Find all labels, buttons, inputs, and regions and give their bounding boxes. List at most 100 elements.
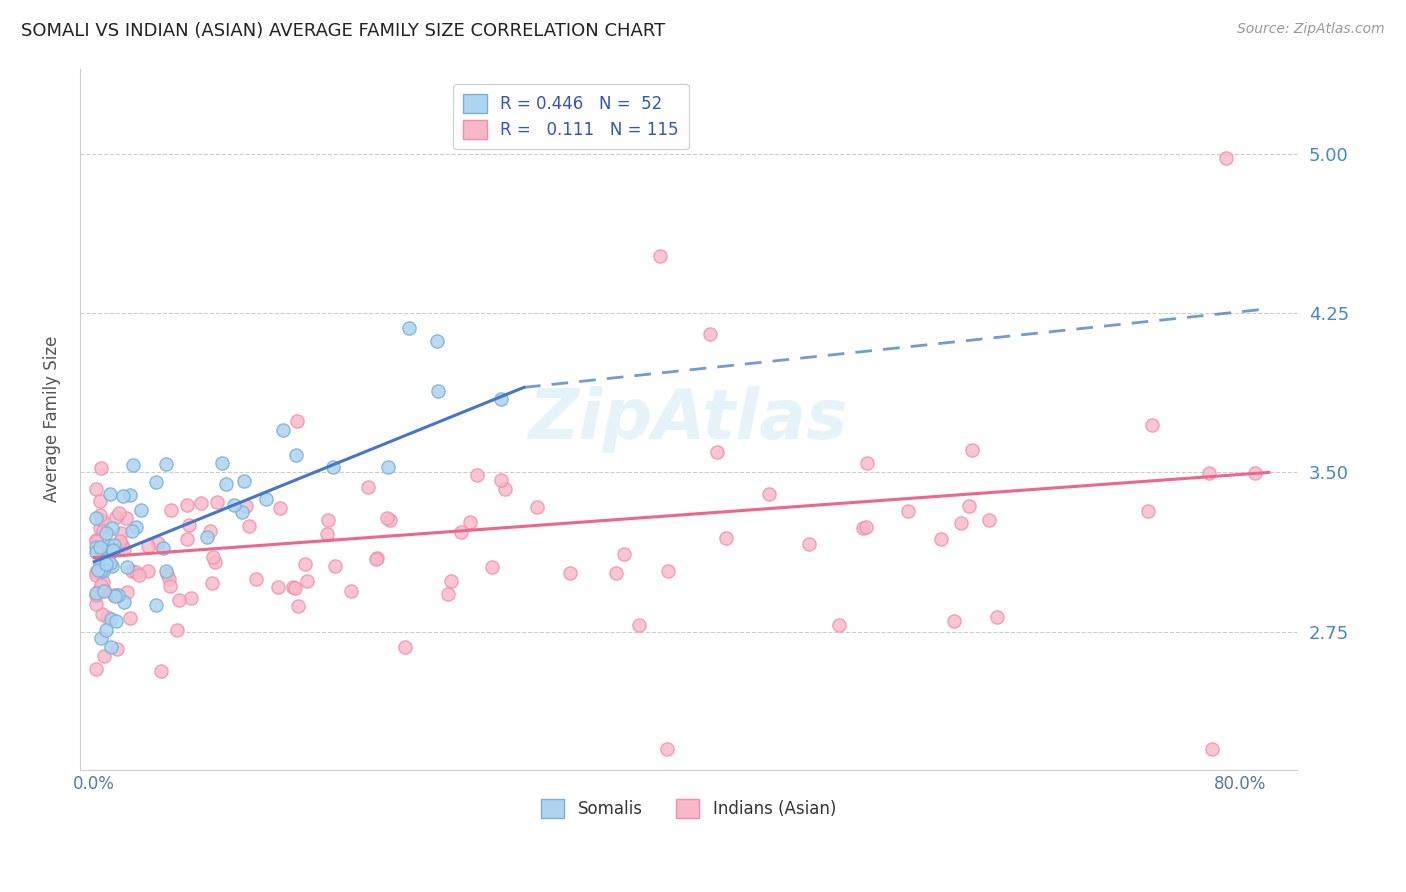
Point — [96, 542, 118, 557]
Point — [897, 504, 920, 518]
Point — [440, 574, 463, 588]
Point — [156, 567, 179, 582]
Point — [152, 541, 174, 555]
Point — [107, 506, 129, 520]
Point — [1140, 418, 1163, 433]
Point — [284, 581, 307, 595]
Y-axis label: Average Family Size: Average Family Size — [44, 336, 60, 502]
Point — [93, 584, 115, 599]
Point — [108, 533, 131, 548]
Point — [90, 578, 112, 592]
Point — [166, 623, 188, 637]
Point — [1215, 151, 1237, 165]
Point — [98, 546, 121, 560]
Point — [339, 583, 361, 598]
Point — [526, 500, 548, 514]
Point — [117, 560, 139, 574]
Point — [93, 583, 115, 598]
Point — [91, 556, 114, 570]
Point — [238, 518, 260, 533]
Point — [942, 614, 965, 628]
Point — [375, 511, 398, 525]
Point — [91, 607, 114, 621]
Point — [90, 631, 112, 645]
Point — [426, 384, 449, 398]
Point — [648, 249, 671, 263]
Point — [84, 588, 107, 602]
Point — [112, 541, 135, 556]
Point — [232, 475, 254, 489]
Point — [91, 565, 114, 579]
Point — [103, 543, 125, 558]
Point — [322, 460, 344, 475]
Point — [103, 538, 125, 552]
Point — [1201, 741, 1223, 756]
Point — [97, 545, 120, 559]
Point — [84, 565, 107, 579]
Point — [986, 610, 1008, 624]
Point — [105, 509, 128, 524]
Point — [104, 588, 127, 602]
Point — [157, 572, 180, 586]
Point — [145, 599, 167, 613]
Point — [949, 516, 972, 530]
Point — [84, 597, 107, 611]
Point — [103, 588, 125, 602]
Point — [89, 494, 111, 508]
Point — [613, 547, 636, 561]
Point — [180, 591, 202, 605]
Point — [979, 513, 1001, 527]
Point — [84, 586, 107, 600]
Point — [176, 532, 198, 546]
Point — [458, 516, 481, 530]
Point — [211, 456, 233, 470]
Point — [100, 521, 122, 535]
Point — [90, 513, 112, 527]
Point — [962, 442, 984, 457]
Point — [855, 520, 877, 534]
Point — [828, 618, 851, 632]
Point — [366, 552, 388, 566]
Point — [90, 563, 112, 577]
Point — [398, 321, 420, 335]
Point — [605, 566, 627, 581]
Point — [93, 648, 115, 663]
Point — [254, 491, 277, 506]
Point — [111, 489, 134, 503]
Point — [101, 543, 124, 558]
Point — [245, 572, 267, 586]
Point — [84, 567, 107, 582]
Point — [269, 500, 291, 515]
Point — [104, 589, 127, 603]
Point — [160, 503, 183, 517]
Point — [84, 533, 107, 547]
Point — [121, 564, 143, 578]
Point — [285, 414, 308, 428]
Point — [115, 585, 138, 599]
Point — [1198, 466, 1220, 480]
Point — [1137, 503, 1160, 517]
Point — [84, 662, 107, 676]
Point — [177, 518, 200, 533]
Point — [176, 498, 198, 512]
Point — [657, 564, 679, 578]
Point — [287, 599, 309, 613]
Point — [89, 541, 111, 555]
Point — [125, 519, 148, 533]
Point — [91, 575, 114, 590]
Point — [155, 457, 177, 471]
Point — [377, 459, 399, 474]
Point — [94, 526, 117, 541]
Point — [931, 532, 953, 546]
Point — [318, 513, 340, 527]
Point — [98, 539, 121, 553]
Point — [84, 540, 107, 554]
Point — [159, 579, 181, 593]
Point — [489, 392, 512, 406]
Point — [215, 477, 238, 491]
Point — [155, 564, 177, 578]
Point — [273, 423, 295, 437]
Point — [494, 482, 516, 496]
Point — [489, 473, 512, 487]
Point — [297, 574, 319, 588]
